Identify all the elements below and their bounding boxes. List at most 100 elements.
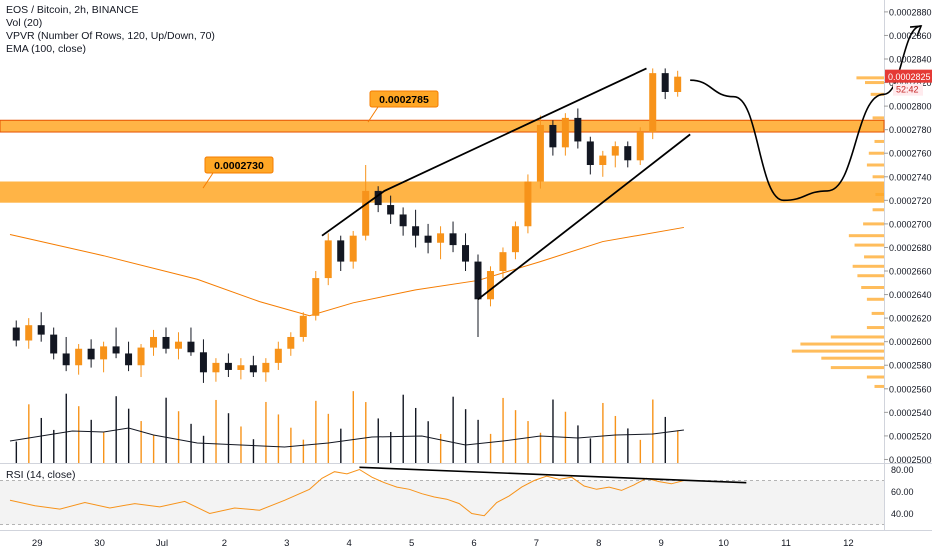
rsi-divergence-line <box>359 466 747 484</box>
candle-body <box>25 325 33 341</box>
candle-body <box>549 124 557 148</box>
volume-bar <box>78 406 80 463</box>
volume-bar <box>252 439 255 463</box>
candle-body <box>449 233 457 246</box>
indicator-ema[interactable]: EMA (100, close) <box>6 43 86 55</box>
candle-body <box>100 346 108 360</box>
candle-body <box>312 278 320 316</box>
candle-body <box>349 235 357 262</box>
candle-body <box>125 353 133 366</box>
zone-band <box>0 120 884 133</box>
price-axis-label: 0.0002580 <box>889 361 932 371</box>
volume-profile-bar <box>800 342 884 346</box>
volume-bar <box>664 416 666 463</box>
time-axis-label: 3 <box>284 538 289 549</box>
candle-body <box>374 190 382 206</box>
candle-body <box>199 352 207 373</box>
volume-profile-bar <box>872 175 884 179</box>
price-axis-label: 0.0002700 <box>889 219 932 229</box>
volume-bar <box>464 409 467 463</box>
volume-bar <box>639 439 642 463</box>
indicator-volume[interactable]: Vol (20) <box>6 17 43 29</box>
volume-profile-bar <box>875 192 884 196</box>
zone-band <box>0 181 884 203</box>
volume-bar <box>127 408 130 463</box>
candle-body <box>50 334 58 354</box>
candle-body <box>412 226 420 236</box>
volume-bar <box>227 413 230 463</box>
rsi-axis-label: 80.00 <box>891 465 914 475</box>
price-axis-label: 0.0002760 <box>889 149 932 159</box>
candle-body <box>424 235 432 243</box>
volume-bar <box>502 397 504 463</box>
volume-profile-bar <box>857 274 884 278</box>
wedge-upper-trendline <box>321 67 647 237</box>
volume-bar <box>290 427 292 463</box>
time-axis-label: 9 <box>659 538 664 549</box>
time-axis-label: 30 <box>94 538 105 549</box>
candle-body <box>511 226 519 253</box>
candle-body <box>187 341 195 353</box>
volume-bar <box>90 419 92 463</box>
volume-profile-bar <box>830 366 884 370</box>
price-axis-label: 0.0002740 <box>889 172 932 182</box>
volume-profile-bar <box>856 76 884 80</box>
legend-panel: EOS / Bitcoin, 2h, BINANCE Vol (20) VPVR… <box>6 4 215 56</box>
volume-bar <box>352 391 354 463</box>
rsi-axis-label: 60.00 <box>891 487 914 497</box>
volume-profile-bar <box>848 234 884 238</box>
volume-bar <box>365 402 367 463</box>
zone-border <box>0 119 885 133</box>
price-axis-label: 0.0002640 <box>889 290 932 300</box>
volume-bar <box>265 401 267 463</box>
candle-body <box>474 261 482 300</box>
volume-bar <box>552 399 554 463</box>
candle-body <box>150 336 158 348</box>
time-axis-label: 7 <box>534 538 539 549</box>
indicator-vpvr[interactable]: VPVR (Number Of Rows, 120, Up/Down, 70) <box>6 30 215 42</box>
volume-ma-line <box>9 427 684 448</box>
volume-bar <box>402 394 404 463</box>
candle-body <box>362 190 370 236</box>
price-axis-label: 0.0002660 <box>889 267 932 277</box>
volume-bar <box>527 421 529 463</box>
time-axis-label: 5 <box>409 538 414 549</box>
volume-profile-bar <box>872 208 884 212</box>
time-axis-label: 11 <box>781 538 791 549</box>
volume-bar <box>65 393 67 463</box>
price-axis-label: 0.0002500 <box>889 455 932 465</box>
rsi-title[interactable]: RSI (14, close) <box>6 469 76 481</box>
candle-body <box>636 132 644 161</box>
rsi-band-fill <box>0 480 884 525</box>
price-axis-label: 0.0002800 <box>889 102 932 112</box>
candle-body <box>574 117 582 142</box>
volume-bar <box>165 397 167 463</box>
volume-bar <box>103 432 105 463</box>
volume-bar <box>53 429 55 463</box>
volume-bar <box>340 428 342 463</box>
rsi-axis-label: 40.00 <box>891 509 914 519</box>
candle-body <box>611 146 619 156</box>
candle-body <box>87 348 95 360</box>
candle-body <box>249 365 257 373</box>
candle-body <box>162 336 170 349</box>
time-axis-label: 12 <box>843 538 854 549</box>
candle-body <box>137 347 145 366</box>
volume-profile-bar <box>854 243 884 247</box>
volume-bar <box>377 418 379 463</box>
time-axis-label: 4 <box>347 538 352 549</box>
candle-body <box>287 336 295 349</box>
projection-curve <box>690 25 922 202</box>
time-axis-label: 10 <box>718 538 729 549</box>
candle-body <box>599 155 607 166</box>
candle-body <box>462 245 470 262</box>
volume-bar <box>602 402 604 463</box>
volume-profile-bar <box>830 335 884 339</box>
volume-bar <box>477 419 479 463</box>
candle-body <box>649 73 657 133</box>
volume-bar <box>427 421 429 463</box>
volume-bar <box>215 399 217 463</box>
candle-body <box>62 353 70 366</box>
